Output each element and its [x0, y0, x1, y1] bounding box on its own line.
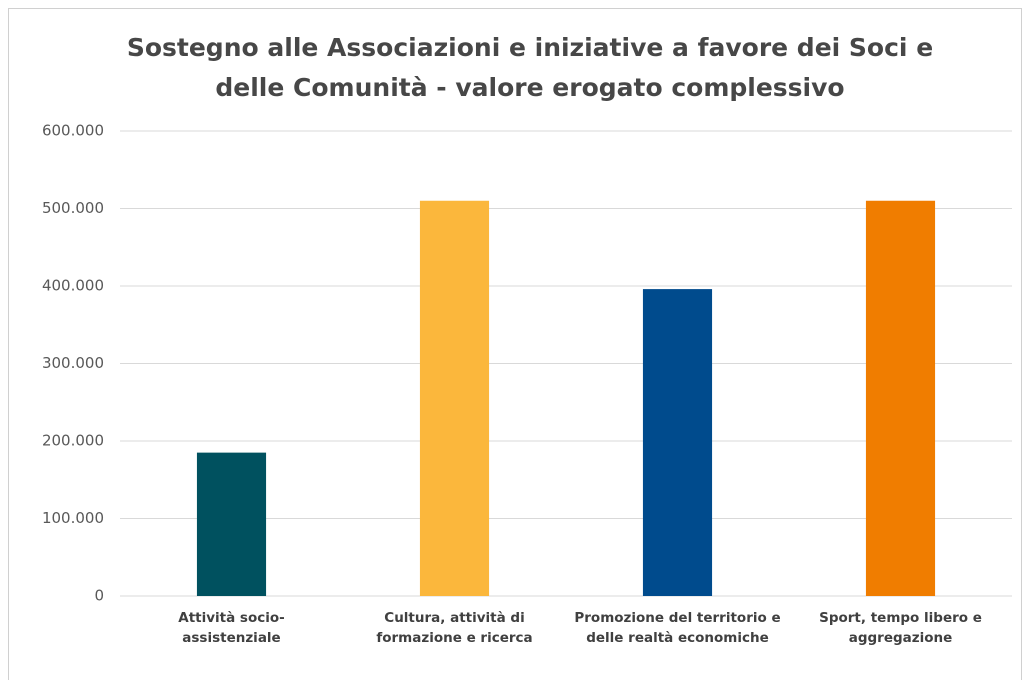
x-tick-label: Attività socio-assistenziale: [178, 610, 285, 646]
y-tick-label: 100.000: [42, 509, 104, 527]
bar: [196, 452, 267, 596]
bar: [642, 289, 713, 596]
x-tick-label: Promozione del territorio e delle realtà…: [574, 610, 781, 646]
y-tick-label: 400.000: [42, 277, 104, 295]
chart-frame: [8, 8, 1022, 680]
bar: [865, 200, 936, 596]
x-tick-label: Sport, tempo libero e aggregazione: [819, 610, 982, 646]
x-tick-label: Cultura, attività di formazione e ricerc…: [376, 610, 533, 646]
y-tick-label: 600.000: [42, 122, 104, 140]
y-tick-label: 0: [94, 587, 104, 605]
y-tick-label: 300.000: [42, 354, 104, 372]
bar: [419, 200, 490, 596]
y-tick-label: 200.000: [42, 432, 104, 450]
y-tick-label: 500.000: [42, 199, 104, 217]
chart-title: Sostegno alle Associazioni e iniziative …: [126, 33, 934, 102]
